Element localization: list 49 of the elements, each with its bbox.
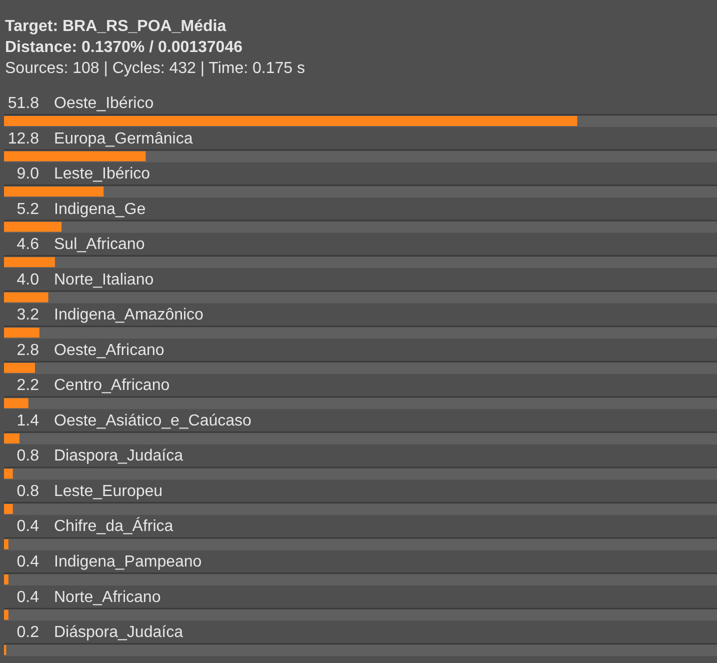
bar [4,362,35,373]
data-label: 2.2 [16,377,40,394]
bar [4,433,20,444]
y-tick-label: Diáspora_Judaíca [54,624,184,642]
data-label: 0.4 [16,518,40,536]
y-tick-label: Norte_Italiano [54,271,154,288]
chart-title: Target: BRA_RS_POA_Média [5,18,226,35]
y-tick-label: Diaspora_Judaíca [54,448,184,465]
bar [4,539,8,550]
bar [4,151,146,162]
y-tick-label: Oeste_Ibérico [54,95,154,112]
y-tick-label: Indigena_Ge [54,200,146,218]
source-note: Sources: 108 | Cycles: 432 | Time: 0.175 s [5,60,306,77]
bar [4,610,8,620]
data-label: 0.8 [16,448,40,465]
bar [4,398,28,408]
data-label: 51.8 [8,95,40,112]
bar [4,468,13,479]
data-label: 2.8 [16,342,40,359]
y-tick-label: Norte_Africano [54,588,161,606]
bar [4,504,13,514]
y-tick-label: Indigena_Amazônico [54,306,204,324]
y-tick-label: Europa_Germânica [54,130,193,148]
data-label: 4.0 [16,271,40,288]
bar [4,222,62,232]
bar [4,574,8,585]
data-label: 0.8 [16,482,40,500]
y-tick-label: Centro_Africano [54,377,170,394]
y-tick-label: Oeste_Africano [54,342,164,359]
y-tick-label: Leste_Ibérico [54,166,150,183]
data-label: 3.2 [16,306,40,324]
data-label: 0.4 [16,554,40,571]
bar [4,292,48,302]
bar [4,257,55,268]
y-tick-label: Leste_Europeu [54,482,163,500]
y-tick-label: Chifre_da_África [54,517,174,536]
y-tick-label: Sul_Africano [54,236,145,254]
bar [4,186,104,197]
data-label: 0.2 [16,624,40,642]
y-tick-label: Indigena_Pampeano [54,554,202,571]
data-label: 1.4 [16,412,40,430]
data-label: 0.4 [16,588,40,606]
chart-subtitle: Distance: 0.1370% / 0.00137046 [5,39,243,56]
data-label: 4.6 [16,236,40,254]
data-label: 5.2 [16,200,40,218]
y-tick-label: Oeste_Asiático_e_Caúcaso [54,412,252,430]
bar [4,328,40,338]
data-label: 12.8 [8,130,40,148]
data-label: 9.0 [16,166,40,183]
